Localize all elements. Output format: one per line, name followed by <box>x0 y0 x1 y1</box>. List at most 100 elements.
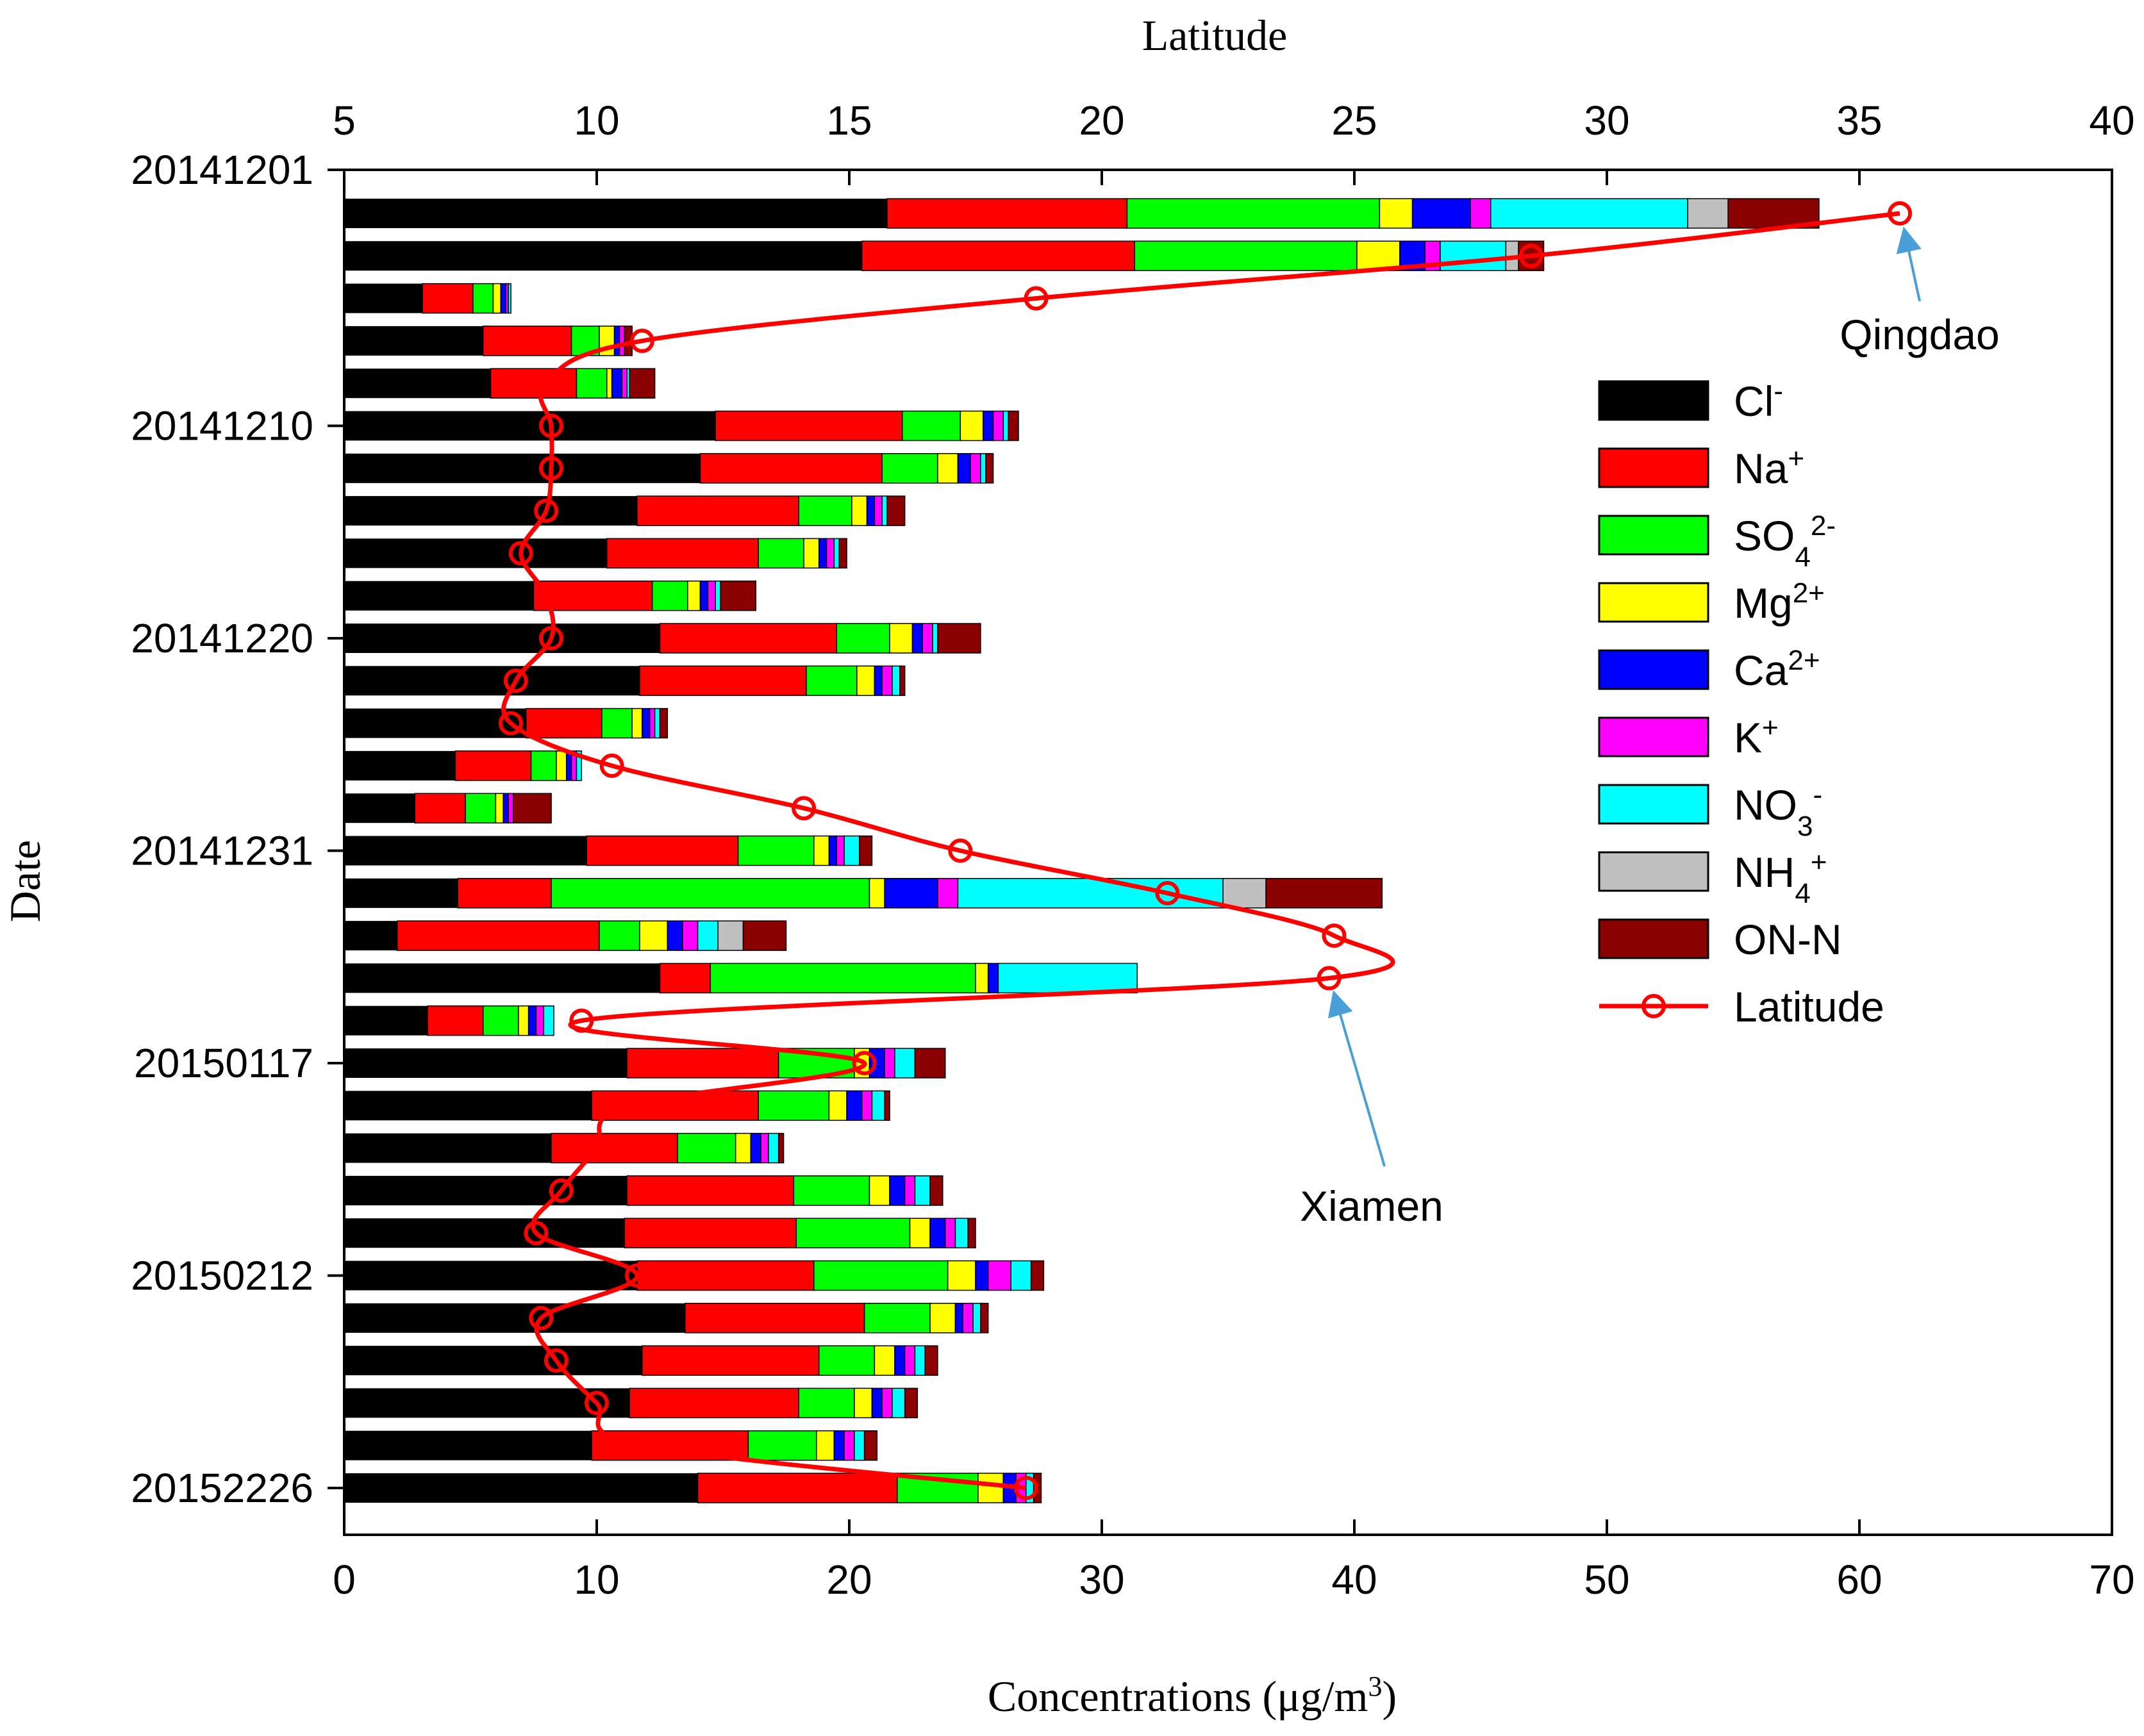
bar-segment-so42 <box>482 1005 519 1036</box>
bar-segment-ca2 <box>929 1218 946 1248</box>
bar-segment-so42 <box>551 878 870 909</box>
bar-segment-na <box>629 1387 799 1419</box>
bar-segment-cl <box>344 708 526 738</box>
latitude-point-31 <box>1013 1476 1038 1500</box>
bar-segment-mg2 <box>929 1303 956 1334</box>
bar-segment-onn <box>985 453 994 484</box>
bar-segment-so42 <box>1126 198 1381 229</box>
bar-segment-na <box>636 495 799 526</box>
bar-segment-mg2 <box>856 665 876 697</box>
legend-label-main: NO <box>1734 781 1797 829</box>
latitude-point-10 <box>534 583 559 608</box>
bar-segment-mg2 <box>639 920 669 951</box>
latitude-point-8 <box>534 499 559 524</box>
bar-row-6 <box>344 410 1019 442</box>
bar-segment-k <box>843 1430 855 1461</box>
bar-segment-k <box>861 1090 873 1121</box>
bar-segment-na <box>699 453 883 484</box>
bar-segment-cl <box>344 1388 630 1418</box>
bar-segment-cl <box>344 793 415 823</box>
bar-segment-onn <box>777 1132 785 1164</box>
bar-segment-no3 <box>871 1090 885 1121</box>
legend: Cl-Na+SO42-Mg2+Ca2+K+NO3-NH4+ON-NLatitud… <box>1598 376 1884 1030</box>
bar-segment-cl <box>344 453 701 483</box>
bar-row-5 <box>344 368 656 399</box>
bar-segment-na <box>624 1218 797 1248</box>
bar-segment-ca2 <box>954 1303 964 1334</box>
bar-segment-k <box>884 1048 895 1079</box>
bar-row-25 <box>344 1218 976 1248</box>
bar-segment-so42 <box>472 283 494 314</box>
bar-segment-k <box>682 920 699 951</box>
bar-segment-ca2 <box>500 283 506 314</box>
bar-segment-na <box>606 538 759 569</box>
bar-segment-cl <box>344 1091 592 1121</box>
bar-segment-cl <box>344 1430 592 1460</box>
bar-segment-k <box>987 1260 1011 1291</box>
bar-segment-na <box>886 198 1128 229</box>
legend-label-k: K+ <box>1734 712 1779 762</box>
bar-segment-no3 <box>954 1218 968 1248</box>
bar-segment-cl <box>344 1048 627 1078</box>
legend-swatch-nh4 <box>1598 851 1709 892</box>
bar-row-12 <box>344 665 906 697</box>
bar-segment-so42 <box>813 1260 949 1291</box>
bar-row-1 <box>344 198 1820 229</box>
bar-segment-k <box>836 835 845 866</box>
legend-swatch-onn <box>1598 918 1709 959</box>
legend-label-main: SO <box>1734 512 1795 559</box>
legend-label-subscript: 4 <box>1795 878 1810 909</box>
legend-label-latitude: Latitude <box>1734 983 1884 1030</box>
bar-segment-mg2 <box>868 1175 890 1206</box>
bar-segment-na <box>639 665 807 697</box>
bar-segment-mg2 <box>606 368 613 399</box>
bar-segment-mg2 <box>1379 198 1413 229</box>
bar-segment-ca2 <box>866 495 876 526</box>
bar-segment-cl <box>344 1303 685 1333</box>
legend-swatch-k <box>1598 716 1709 757</box>
bar-segment-ca2 <box>846 1090 863 1121</box>
legend-swatch-so42 <box>1598 515 1709 556</box>
bar-row-13 <box>344 707 669 739</box>
legend-label-superscript: + <box>1811 847 1827 878</box>
bar-segment-na <box>715 410 903 442</box>
bar-segment-ca2 <box>611 368 623 399</box>
bar-segment-onn <box>884 1090 890 1121</box>
bar-segment-so42 <box>651 580 688 611</box>
bar-row-29 <box>344 1387 918 1419</box>
bar-segment-onn <box>859 835 873 866</box>
latitude-point-21 <box>852 1051 877 1075</box>
bar-segment-cl <box>344 921 397 951</box>
bar-segment-so42 <box>601 707 633 739</box>
bar-segment-mg2 <box>909 1218 931 1248</box>
bar-segment-cl <box>344 199 888 228</box>
bars-layer <box>344 198 1820 1503</box>
bar-row-16 <box>344 835 873 866</box>
bar-segment-ca2 <box>818 538 827 569</box>
bar-segment-na <box>861 240 1135 272</box>
bar-segment-k <box>962 1303 974 1334</box>
bar-segment-cl <box>344 624 660 653</box>
bar-segment-mg2 <box>868 878 885 909</box>
bar-segment-ca2 <box>975 1260 989 1291</box>
bar-segment-k <box>970 453 981 484</box>
bar-segment-onn <box>838 538 847 569</box>
bar-segment-k <box>619 326 626 356</box>
bar-segment-cl <box>344 878 458 908</box>
bar-segment-so42 <box>798 1387 855 1419</box>
plot-frame <box>343 169 2113 1536</box>
bar-segment-cl <box>344 411 716 441</box>
bar-segment-ca2 <box>987 963 999 994</box>
x2-tick-label: 20 <box>1079 97 1124 144</box>
y-tick-label: 20152226 <box>131 1465 313 1511</box>
latitude-point-6 <box>539 413 564 438</box>
bar-segment-so42 <box>747 1430 817 1461</box>
bar-segment-mg2 <box>828 1090 847 1121</box>
x-axis-title-sup: 3 <box>1368 1671 1382 1702</box>
bar-segment-onn <box>1008 410 1019 442</box>
bar-segment-cl <box>344 836 587 866</box>
bar-segment-no3 <box>894 1048 916 1079</box>
bar-segment-k <box>937 878 959 909</box>
latitude-point-16 <box>948 838 973 863</box>
bar-row-23 <box>344 1132 785 1164</box>
